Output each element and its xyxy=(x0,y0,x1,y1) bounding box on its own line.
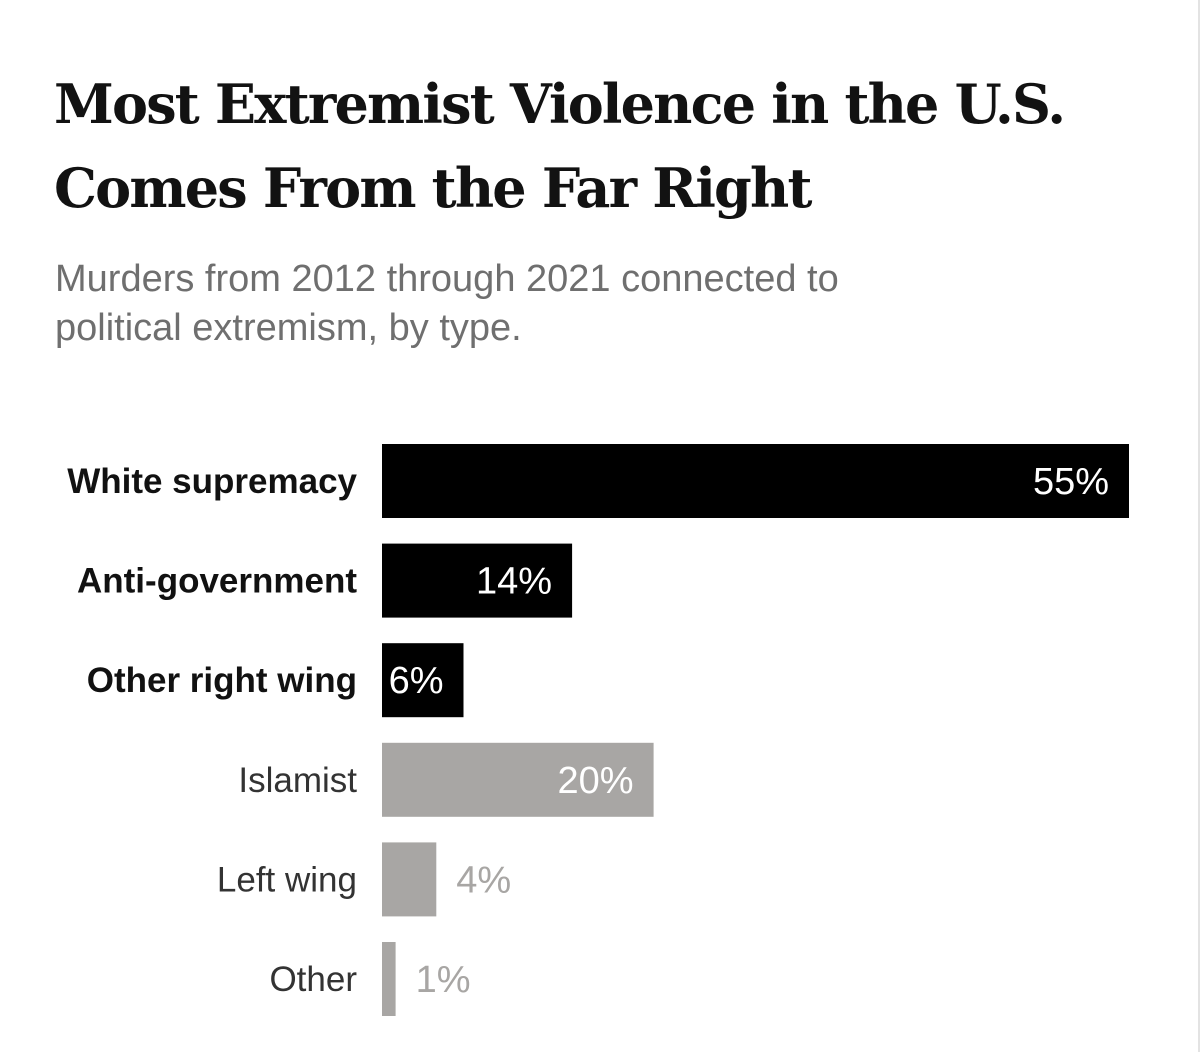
chart-title: Most Extremist Violence in the U.S. Come… xyxy=(54,62,1184,230)
bar-left-wing xyxy=(382,842,437,917)
category-label-anti-government: Anti-government xyxy=(77,562,357,601)
chart-subtitle: Murders from 2012 through 2021 connected… xyxy=(55,255,1055,353)
chart-subtitle-line-2: political extremism, by type. xyxy=(55,307,522,349)
value-label-other-right-wing: 6% xyxy=(389,660,444,702)
chart-title-line-1: Most Extremist Violence in the U.S. xyxy=(54,72,1066,136)
page-edge-rule xyxy=(1198,0,1200,1052)
bar-anti-government xyxy=(382,543,573,618)
bar-row-left-wing: Left wing 4% xyxy=(217,842,511,917)
value-label-left-wing: 4% xyxy=(456,859,511,901)
chart-title-line-2: Comes From the Far Right xyxy=(54,156,812,220)
chart-subtitle-line-1: Murders from 2012 through 2021 connected… xyxy=(55,258,839,300)
bar-other xyxy=(382,942,396,1016)
bar-islamist xyxy=(382,742,654,817)
category-label-islamist: Islamist xyxy=(238,761,357,800)
bar-row-other-right-wing: Other right wing 6% xyxy=(87,643,464,718)
category-label-other: Other xyxy=(269,960,357,999)
bar-row-islamist: Islamist 20% xyxy=(238,742,654,817)
bar-row-other: Other 1% xyxy=(269,942,471,1016)
category-label-other-right-wing: Other right wing xyxy=(87,661,357,700)
bar-row-anti-government: Anti-government 14% xyxy=(77,543,573,618)
category-label-white-supremacy: White supremacy xyxy=(67,462,357,501)
bar-white-supremacy xyxy=(382,444,1129,518)
value-label-other: 1% xyxy=(416,959,471,1001)
value-label-anti-government: 14% xyxy=(476,561,552,603)
bar-other-right-wing xyxy=(382,643,464,718)
category-label-left-wing: Left wing xyxy=(217,860,357,899)
value-label-white-supremacy: 55% xyxy=(1033,461,1109,503)
bar-row-white-supremacy: White supremacy 55% xyxy=(67,444,1129,518)
value-label-islamist: 20% xyxy=(558,760,634,802)
